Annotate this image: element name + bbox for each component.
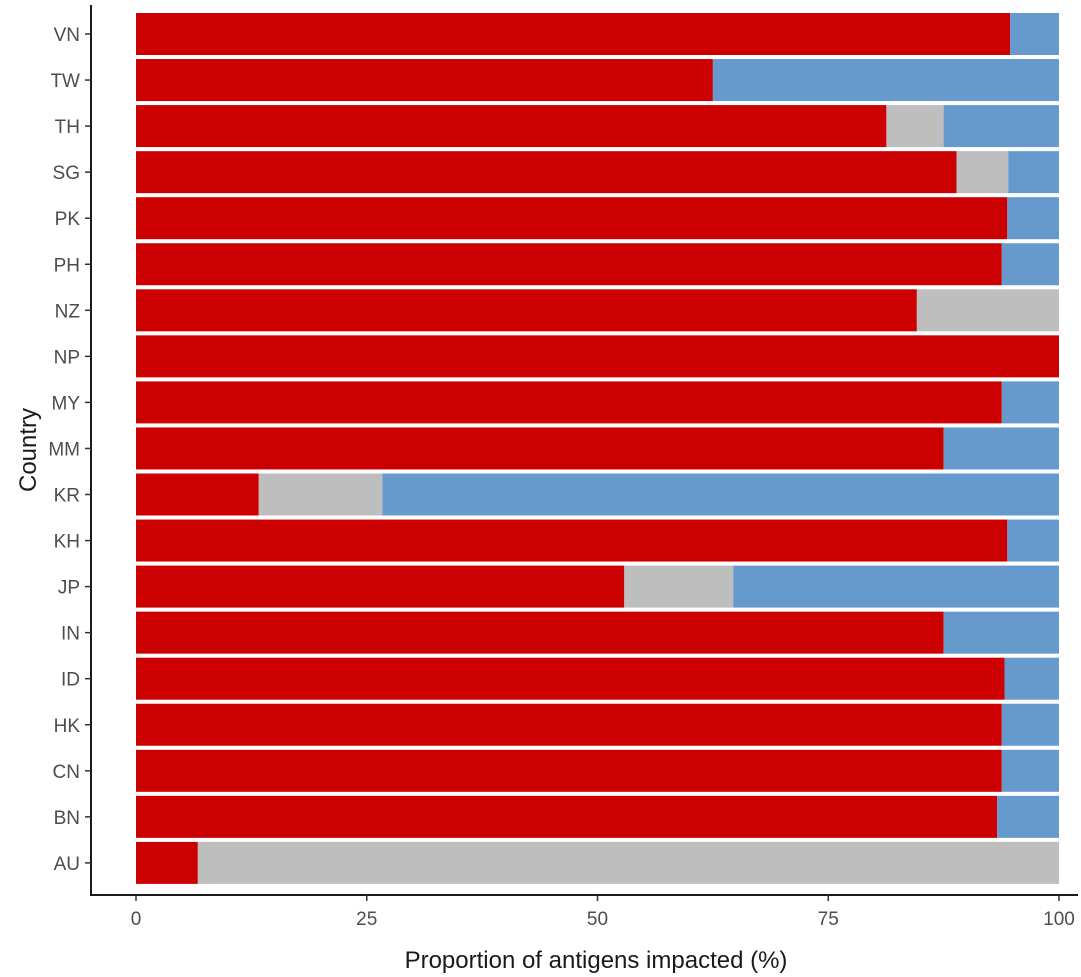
y-axis-title: Country: [15, 408, 42, 492]
y-tick-label: KR: [54, 486, 80, 507]
bar-segment-nz-0: [136, 289, 917, 332]
bar-segment-sg-1: [956, 151, 1009, 194]
bar-segment-sg-2: [1008, 151, 1059, 194]
bar-segment-kr-1: [258, 473, 383, 516]
x-ticks-layer: 0 25 50 75 100: [131, 895, 1075, 930]
y-tick-label: IN: [61, 624, 80, 645]
bar-segment-pk-0: [136, 197, 1008, 240]
y-tick-label: PK: [55, 209, 81, 230]
y-tick-label: PH: [54, 255, 80, 276]
bar-segment-pk-2: [1007, 197, 1059, 240]
bar-segment-in-0: [136, 611, 944, 654]
bar-segment-vn-0: [136, 13, 1011, 55]
bars-layer: [136, 13, 1060, 884]
bar-segment-bn-0: [136, 795, 998, 838]
bar-segment-in-2: [943, 611, 1060, 654]
bar-segment-tw-2: [712, 59, 1060, 102]
bar-segment-np-0: [136, 335, 1059, 378]
bar-segment-th-1: [886, 105, 944, 148]
y-tick-label: SG: [53, 163, 80, 184]
y-tick-label: NZ: [55, 301, 81, 322]
y-tick-label: MM: [48, 439, 80, 460]
axes-layer: [90, 5, 1078, 896]
bar-segment-id-2: [1004, 657, 1059, 700]
bar-segment-au-1: [197, 841, 1060, 884]
bar-segment-kr-2: [382, 473, 1059, 516]
x-tick-label: 25: [356, 909, 377, 930]
bar-segment-jp-0: [136, 565, 625, 608]
y-tick-label: JP: [58, 578, 80, 599]
bar-segment-ph-0: [136, 243, 1002, 286]
bar-segment-hk-2: [1001, 703, 1059, 746]
y-tick-label: KH: [54, 532, 80, 553]
bar-segment-cn-2: [1001, 749, 1059, 792]
x-tick-label: 75: [818, 909, 839, 930]
bar-segment-kh-0: [136, 519, 1008, 562]
x-tick-label: 100: [1043, 909, 1075, 930]
bar-segment-vn-2: [1010, 13, 1059, 55]
y-tick-label: ID: [61, 670, 80, 691]
y-tick-label: BN: [54, 808, 80, 829]
y-tick-label: MY: [52, 393, 81, 414]
bar-segment-th-0: [136, 105, 887, 148]
bar-segment-kh-2: [1007, 519, 1059, 562]
y-tick-label: VN: [54, 25, 80, 46]
bar-segment-tw-0: [136, 59, 713, 102]
bar-segment-jp-2: [733, 565, 1059, 608]
y-tick-label: TW: [50, 71, 80, 92]
y-tick-label: HK: [54, 716, 81, 737]
bar-segment-mm-0: [136, 427, 944, 470]
bar-segment-my-2: [1001, 381, 1059, 424]
y-ticks-layer: VN TW TH SG PK PH NZ NP MY MM KR KH JP IN ID HK CN BN AU: [48, 25, 91, 875]
bar-segment-jp-1: [624, 565, 734, 608]
bar-segment-au-0: [136, 841, 198, 884]
x-tick-label: 0: [131, 909, 142, 930]
y-tick-label: NP: [54, 347, 80, 368]
bar-segment-th-2: [943, 105, 1060, 148]
y-tick-label: AU: [54, 854, 80, 875]
y-tick-label: CN: [53, 762, 80, 783]
bar-segment-my-0: [136, 381, 1002, 424]
bar-segment-id-0: [136, 657, 1005, 700]
bar-segment-nz-1: [916, 289, 1059, 332]
bar-segment-hk-0: [136, 703, 1002, 746]
x-axis-title: Proportion of antigens impacted (%): [405, 947, 788, 974]
bar-segment-sg-0: [136, 151, 957, 194]
bar-segment-ph-2: [1001, 243, 1059, 286]
x-tick-label: 50: [587, 909, 608, 930]
bar-segment-cn-0: [136, 749, 1002, 792]
y-tick-label: TH: [55, 117, 80, 138]
bar-segment-kr-0: [136, 473, 259, 516]
bar-segment-mm-2: [943, 427, 1060, 470]
bar-segment-bn-2: [997, 795, 1059, 838]
